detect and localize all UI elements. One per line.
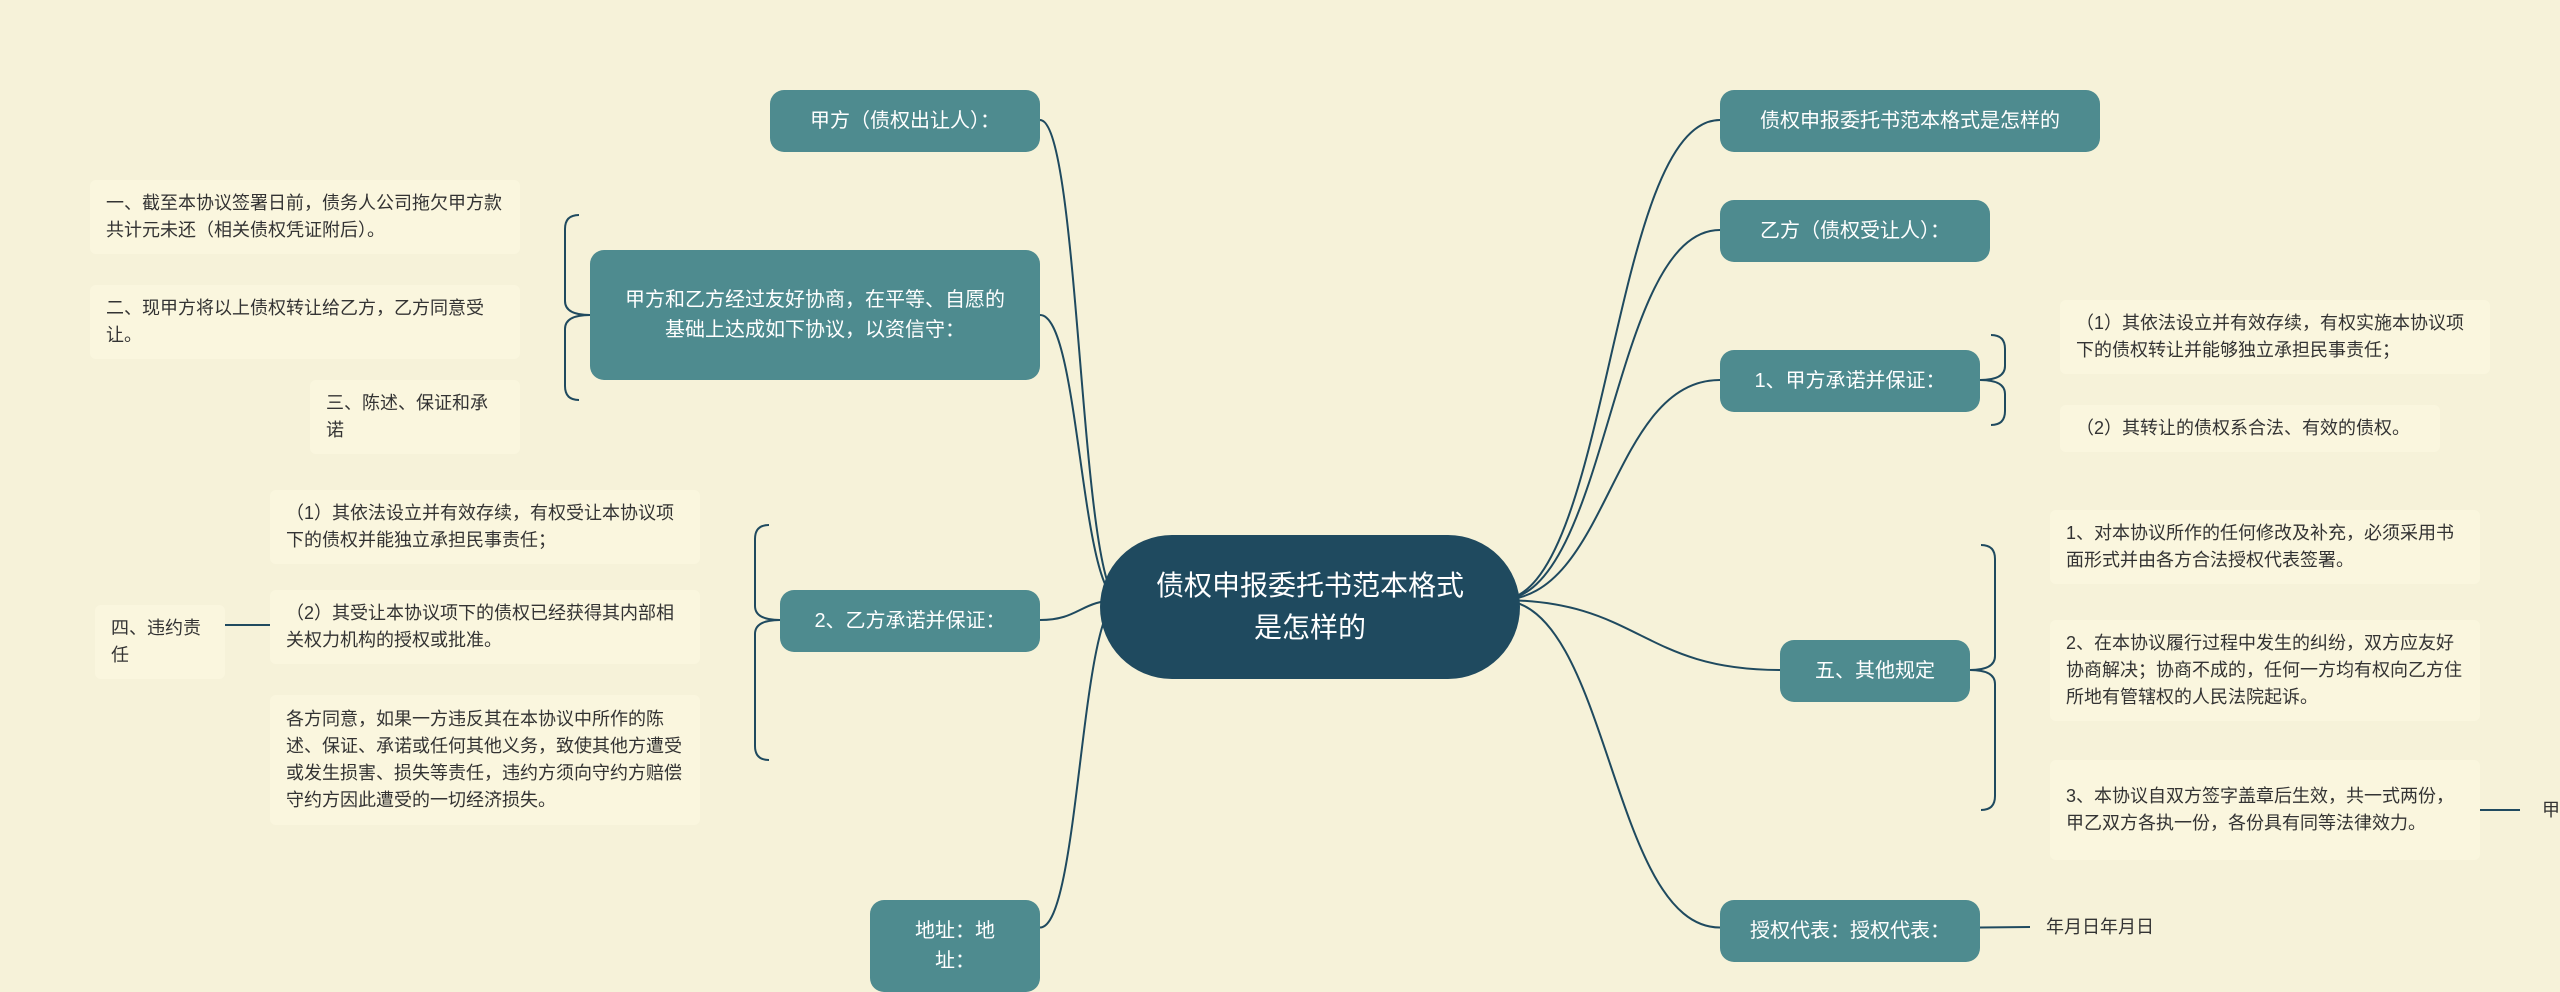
leaf-l3b: （2）其受让本协议项下的债权已经获得其内部相关权力机构的授权或批准。 xyxy=(270,590,700,664)
branch-r2: 乙方（债权受让人）： xyxy=(1720,200,1990,262)
branch-r5: 授权代表：授权代表： xyxy=(1720,900,1980,962)
branch-r1: 债权申报委托书范本格式是怎样的 xyxy=(1720,90,2100,152)
branch-r3: 1、甲方承诺并保证： xyxy=(1720,350,1980,412)
branch-r4: 五、其他规定 xyxy=(1780,640,1970,702)
leaf-r4b: 2、在本协议履行过程中发生的纠纷，双方应友好协商解决；协商不成的，任何一方均有权… xyxy=(2050,620,2480,721)
leaf-l3b1: 四、违约责任 xyxy=(95,605,225,679)
leaf-l2c: 三、陈述、保证和承诺 xyxy=(310,380,520,454)
leaf-r4c1: 甲方（公章）乙方（公章） xyxy=(2520,795,2560,825)
leaf-r3a: （1）其依法设立并有效存续，有权实施本协议项下的债权转让并能够独立承担民事责任； xyxy=(2060,300,2490,374)
root-node: 债权申报委托书范本格式是怎样的 xyxy=(1100,535,1520,679)
leaf-l3a: （1）其依法设立并有效存续，有权受让本协议项下的债权并能独立承担民事责任； xyxy=(270,490,700,564)
branch-l4: 地址：地址： xyxy=(870,900,1040,992)
branch-l3: 2、乙方承诺并保证： xyxy=(780,590,1040,652)
branch-l2: 甲方和乙方经过友好协商，在平等、自愿的基础上达成如下协议，以资信守： xyxy=(590,250,1040,380)
leaf-l3c: 各方同意，如果一方违反其在本协议中所作的陈述、保证、承诺或任何其他义务，致使其他… xyxy=(270,695,700,825)
leaf-r4a: 1、对本协议所作的任何修改及补充，必须采用书面形式并由各方合法授权代表签署。 xyxy=(2050,510,2480,584)
leaf-r5a: 年月日年月日 xyxy=(2030,912,2170,942)
leaf-r4c: 3、本协议自双方签字盖章后生效，共一式两份，甲乙双方各执一份，各份具有同等法律效… xyxy=(2050,760,2480,860)
branch-l1: 甲方（债权出让人）： xyxy=(770,90,1040,152)
leaf-r3b: （2）其转让的债权系合法、有效的债权。 xyxy=(2060,405,2440,452)
leaf-l2a: 一、截至本协议签署日前，债务人公司拖欠甲方款共计元未还（相关债权凭证附后）。 xyxy=(90,180,520,254)
leaf-l2b: 二、现甲方将以上债权转让给乙方，乙方同意受让。 xyxy=(90,285,520,359)
